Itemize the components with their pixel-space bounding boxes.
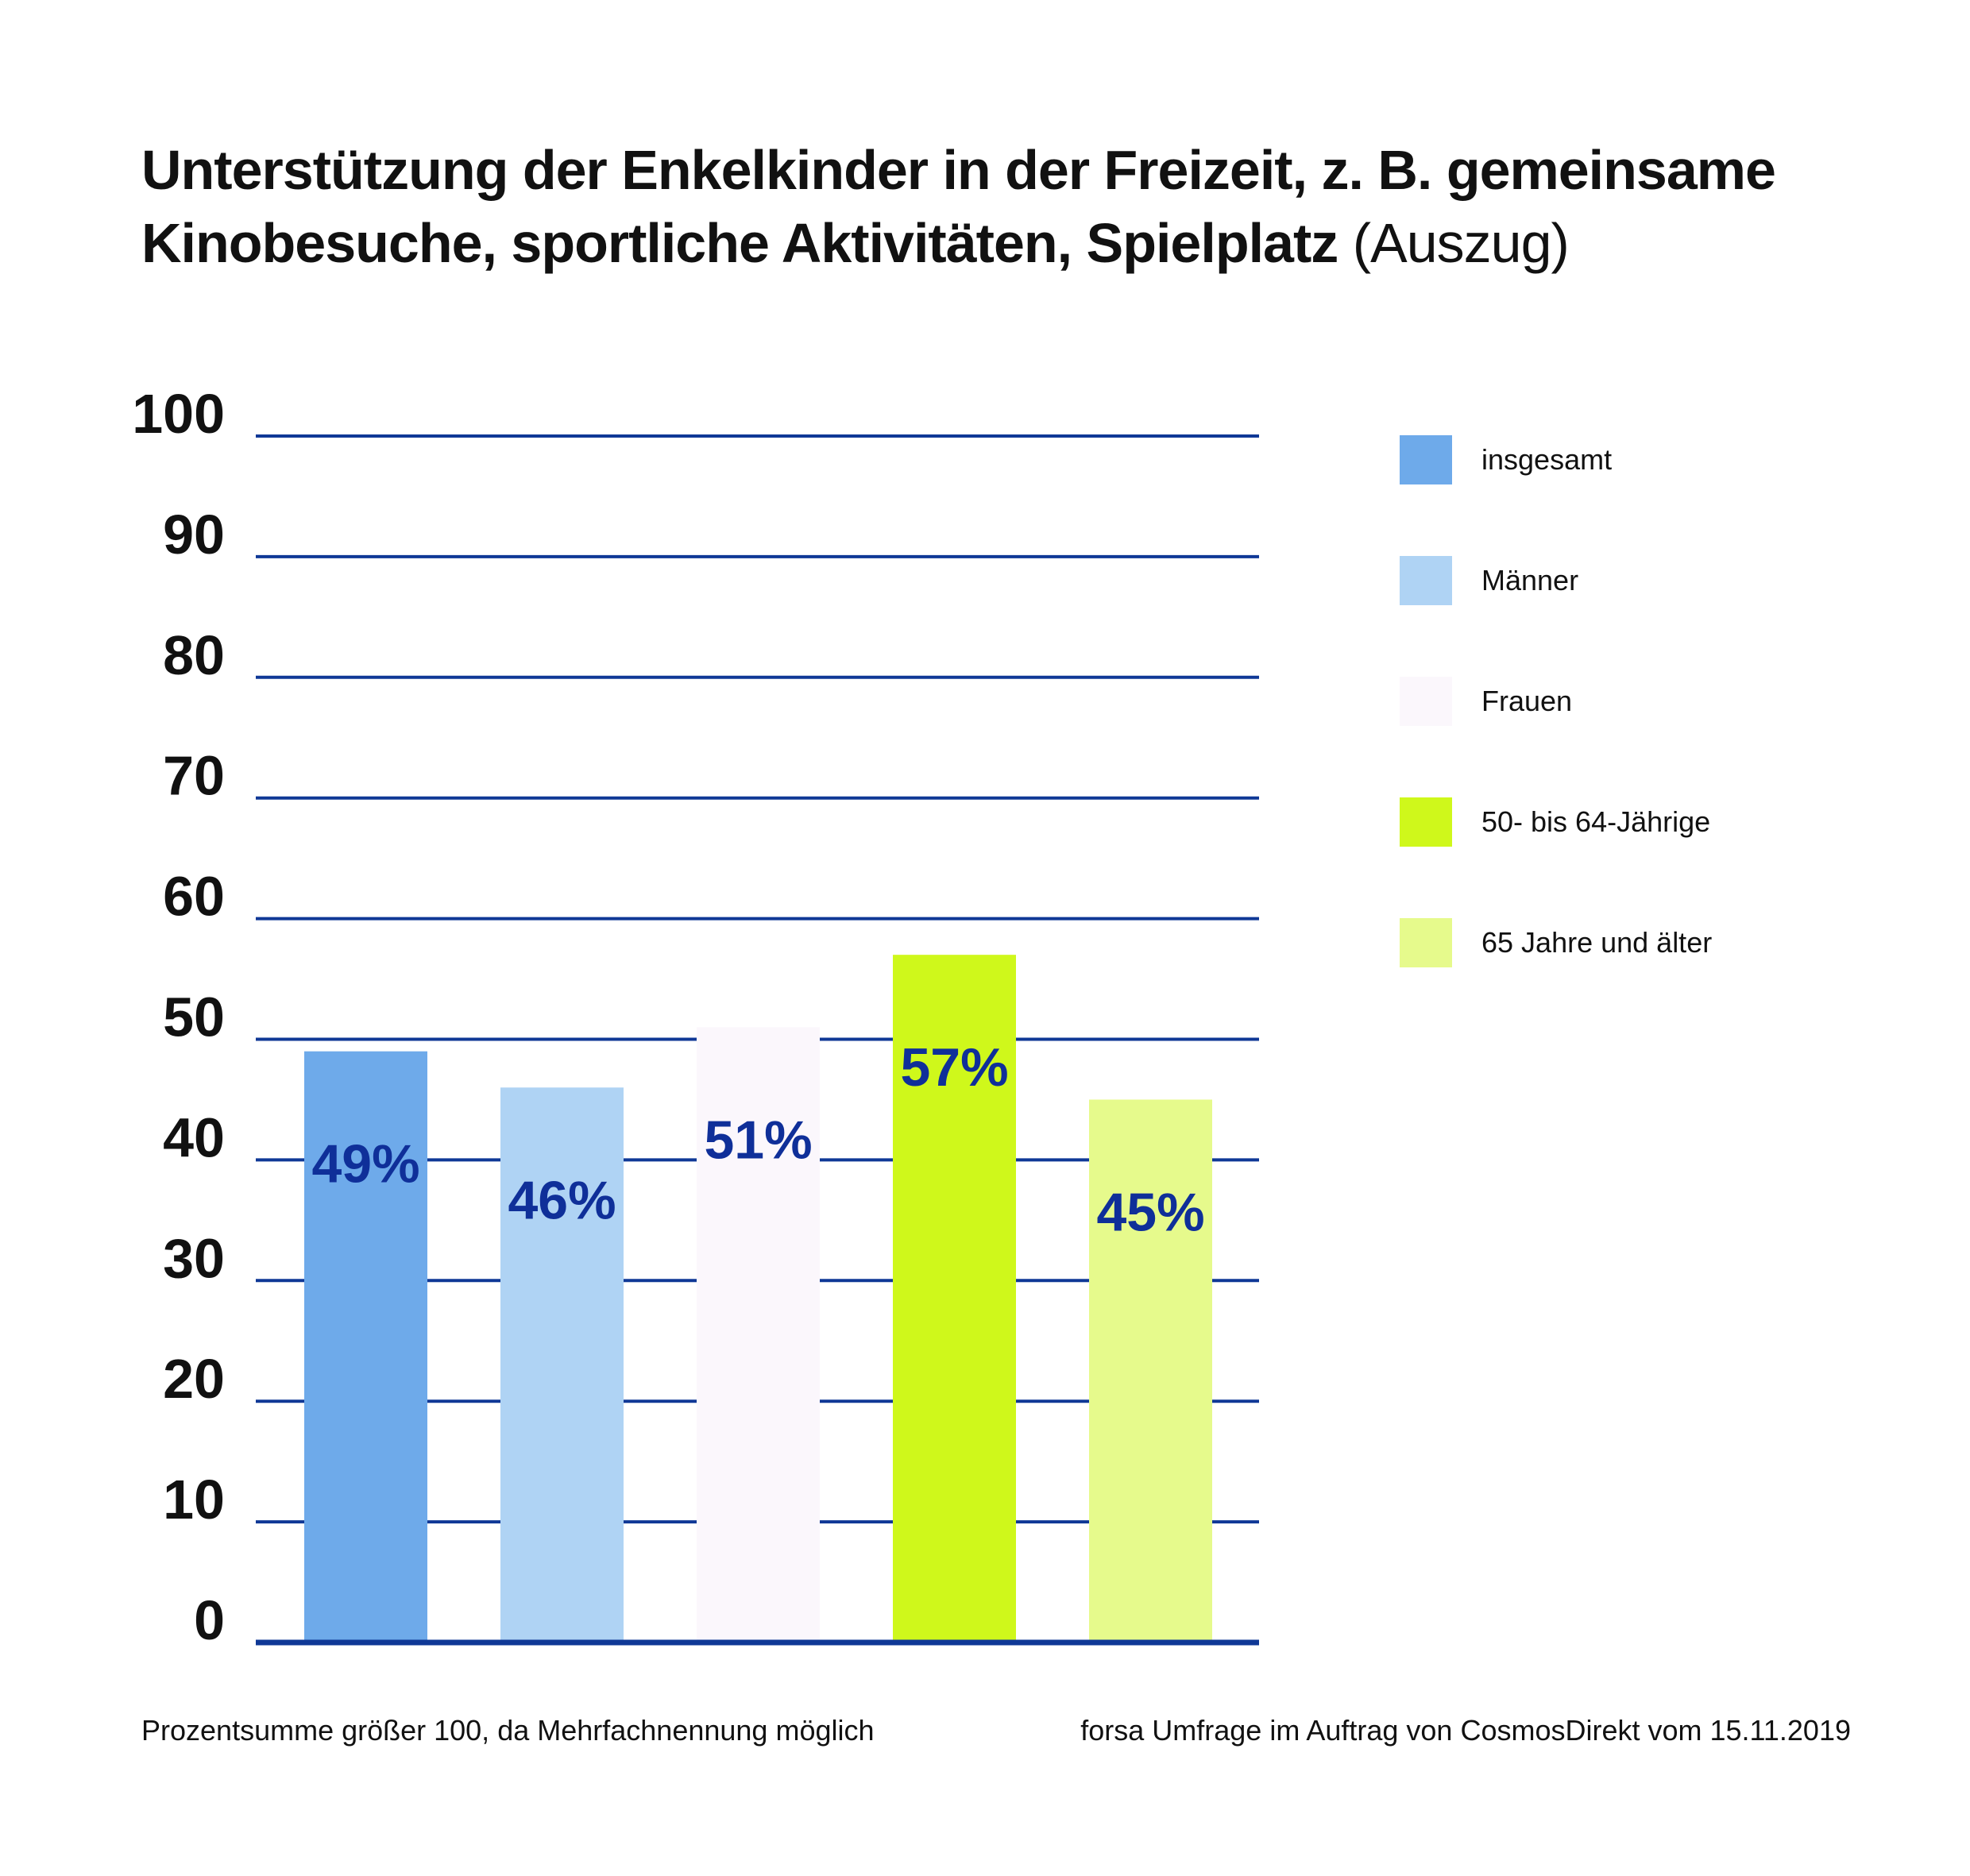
- legend-swatch: [1400, 797, 1452, 847]
- legend-label: insgesamt: [1481, 443, 1613, 476]
- legend-label: 65 Jahre und älter: [1481, 926, 1713, 959]
- y-tick-label: 80: [163, 624, 225, 686]
- chart-title-line1: Unterstützung der Enkelkinder in der Fre…: [141, 139, 1776, 201]
- bar: [304, 1051, 427, 1640]
- chart-title-line2: Kinobesuche, sportliche Aktivitäten, Spi…: [141, 207, 1889, 280]
- legend-label: Frauen: [1481, 685, 1573, 717]
- data-label: 51%: [704, 1110, 812, 1170]
- data-label: 45%: [1096, 1182, 1204, 1242]
- bar: [893, 955, 1016, 1640]
- data-label: 57%: [900, 1037, 1008, 1098]
- y-tick-label: 50: [163, 986, 225, 1048]
- chart-title: Unterstützung der Enkelkinder in der Fre…: [141, 133, 1889, 280]
- y-tick-label: 0: [194, 1589, 225, 1651]
- data-label: 46%: [508, 1170, 616, 1230]
- legend-swatch: [1400, 677, 1452, 726]
- legend-label: 50- bis 64-Jährige: [1481, 805, 1711, 838]
- data-label: 49%: [311, 1134, 419, 1195]
- bar: [1089, 1099, 1212, 1640]
- footnote-note: Prozentsumme größer 100, da Mehrfachnenn…: [141, 1714, 875, 1747]
- legend-swatch: [1400, 556, 1452, 605]
- y-tick-label: 60: [163, 866, 225, 928]
- legend-label: Männer: [1481, 564, 1579, 596]
- bar: [500, 1087, 624, 1640]
- y-tick-label: 10: [163, 1469, 225, 1531]
- bar: [697, 1027, 820, 1640]
- legend-swatch: [1400, 918, 1452, 967]
- y-tick-label: 70: [163, 745, 225, 807]
- y-tick-label: 30: [163, 1227, 225, 1289]
- footnote-source: forsa Umfrage im Auftrag von CosmosDirek…: [1080, 1714, 1851, 1747]
- y-tick-label: 100: [132, 383, 225, 445]
- chart-title-line2-text: Kinobesuche, sportliche Aktivitäten, Spi…: [141, 212, 1338, 274]
- chart-title-suffix: (Auszug): [1352, 212, 1570, 274]
- y-tick-label: 40: [163, 1106, 225, 1168]
- legend-swatch: [1400, 435, 1452, 484]
- y-tick-label: 90: [163, 504, 225, 566]
- y-tick-label: 20: [163, 1348, 225, 1410]
